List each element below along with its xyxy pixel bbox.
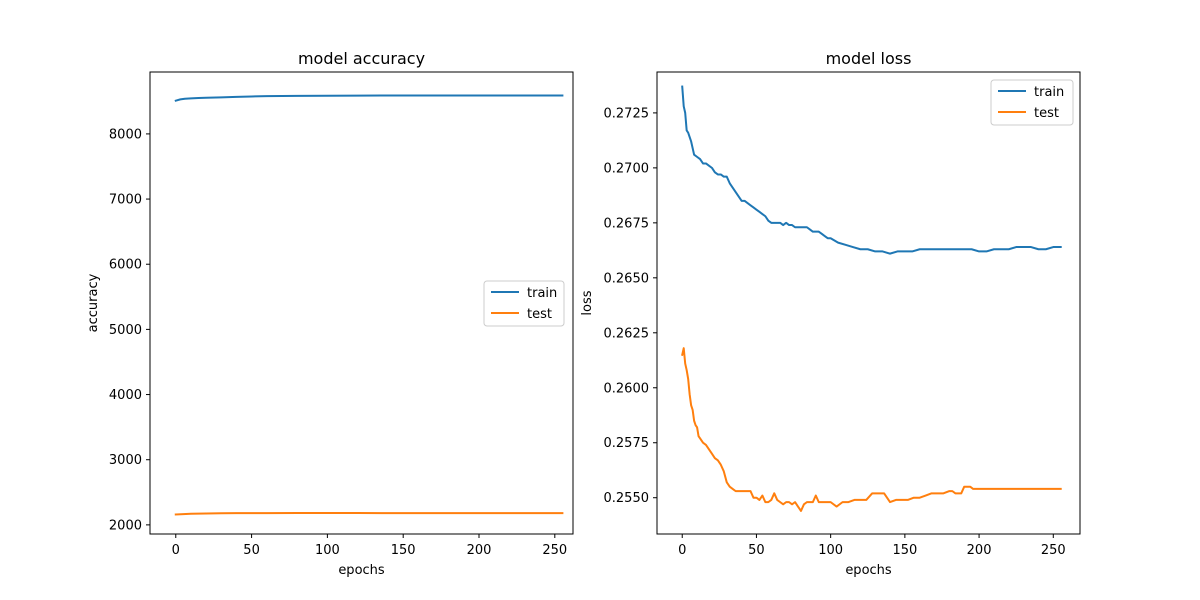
y-axis-label: accuracy	[86, 273, 101, 332]
x-tick-label: 250	[542, 543, 567, 558]
plot-frame	[149, 71, 574, 535]
series-line-train	[681, 85, 1062, 255]
x-tick-label: 200	[967, 543, 992, 558]
series-line-train	[174, 94, 564, 102]
legend: train test	[483, 280, 565, 327]
y-tick-label: 0.2575	[604, 436, 650, 451]
x-tick-label: 150	[892, 543, 917, 558]
x-tick-label: 150	[391, 543, 416, 558]
y-tick-label: 7000	[109, 193, 142, 208]
legend-label-test: test	[527, 307, 552, 322]
x-tick-label: 0	[678, 543, 686, 558]
x-tick-label: 250	[1041, 543, 1066, 558]
legend-label-train: train	[527, 286, 557, 301]
y-tick-label: 0.2675	[604, 216, 650, 231]
chart-title: model accuracy	[298, 49, 425, 68]
chart-panel-2: 0 50 100 150 200 250 0.2550 0.2575 0.2600 0.2625 0…	[580, 49, 1081, 578]
y-tick-label: 0.2650	[604, 271, 650, 286]
series-line-test	[174, 512, 564, 516]
chart-title: model loss	[826, 49, 912, 68]
x-tick-label: 100	[818, 543, 843, 558]
chart-panel-1: 0 50 100 150 200 250 2000 3000 4000 5000 6000 7000 8…	[86, 49, 574, 578]
y-tick-label: 0.2725	[604, 106, 650, 121]
x-tick-label: 50	[748, 543, 765, 558]
y-tick-label: 0.2600	[604, 381, 650, 396]
x-tick-label: 0	[172, 543, 180, 558]
y-tick-label: 0.2625	[604, 326, 650, 341]
plot-frame	[656, 71, 1081, 535]
y-tick-label: 5000	[109, 323, 142, 338]
x-tick-label: 200	[467, 543, 492, 558]
x-tick-label: 100	[315, 543, 340, 558]
y-tick-label: 2000	[109, 518, 142, 533]
y-axis-label: loss	[580, 290, 595, 315]
legend-label-train: train	[1034, 85, 1064, 100]
x-axis-label: epochs	[338, 563, 385, 578]
y-tick-label: 0.2700	[604, 161, 650, 176]
series-line-test	[681, 347, 1062, 512]
y-tick-label: 6000	[109, 258, 142, 273]
y-tick-label: 8000	[109, 127, 142, 142]
y-tick-label: 3000	[109, 453, 142, 468]
y-tick-label: 4000	[109, 388, 142, 403]
x-axis-label: epochs	[845, 563, 892, 578]
legend-label-test: test	[1034, 106, 1059, 121]
x-tick-label: 50	[243, 543, 260, 558]
y-tick-label: 0.2550	[604, 491, 650, 506]
legend: train test	[990, 79, 1074, 126]
